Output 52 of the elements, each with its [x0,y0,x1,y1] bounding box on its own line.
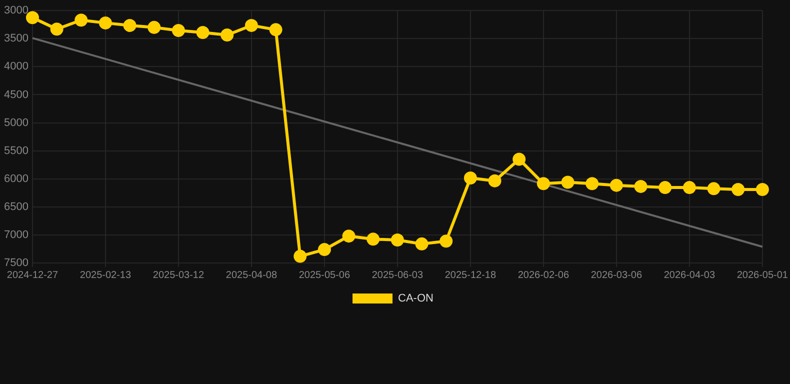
y-tick-label: 7000 [4,228,28,241]
point [342,230,356,243]
point [586,177,599,190]
point [244,18,258,32]
point [123,18,136,32]
legend-label: CA-ON [398,292,434,305]
x-tick-label: 2026-04-03 [664,270,716,281]
x-tick-label: 2026-05-01 [736,270,788,281]
y-tick-label: 7500 [4,257,28,270]
point [732,183,745,196]
point [220,28,234,42]
point [390,234,404,247]
point [658,181,672,194]
x-tick-label: 2024-12-27 [6,270,58,281]
point [172,24,185,38]
point [610,178,623,192]
point [634,180,648,193]
point [682,181,696,194]
y-tick-label: 6000 [4,172,28,185]
point [50,22,64,36]
y-tick-label: 5000 [4,116,28,129]
point [488,174,502,188]
point [464,172,477,185]
point [366,232,380,246]
y-tick-label: 3500 [4,32,28,45]
point [512,152,526,166]
x-tick-label: 2025-06-03 [372,270,424,281]
point [440,234,453,248]
point [98,16,112,30]
x-tick-label: 2025-03-12 [152,270,204,281]
point [536,177,550,190]
point [756,183,769,196]
y-tick-label: 4000 [4,60,28,73]
point [269,23,282,36]
point [415,237,428,250]
x-tick-label: 2025-05-06 [298,270,350,281]
point [294,250,307,263]
y-tick-label: 3000 [4,4,28,17]
x-tick-label: 2025-04-08 [226,270,278,281]
point [707,182,720,196]
point [318,243,331,256]
y-tick-label: 5500 [4,144,28,157]
point [148,20,161,34]
point [561,176,574,189]
x-tick-label: 2026-02-06 [518,270,570,281]
x-tick-label: 2025-12-18 [444,270,496,281]
point [74,14,88,27]
y-tick-label: 6500 [4,200,28,213]
x-tick-label: 2025-02-13 [80,270,132,281]
y-tick-label: 4500 [4,88,28,101]
point [196,26,210,39]
x-tick-label: 2026-03-06 [590,270,642,281]
